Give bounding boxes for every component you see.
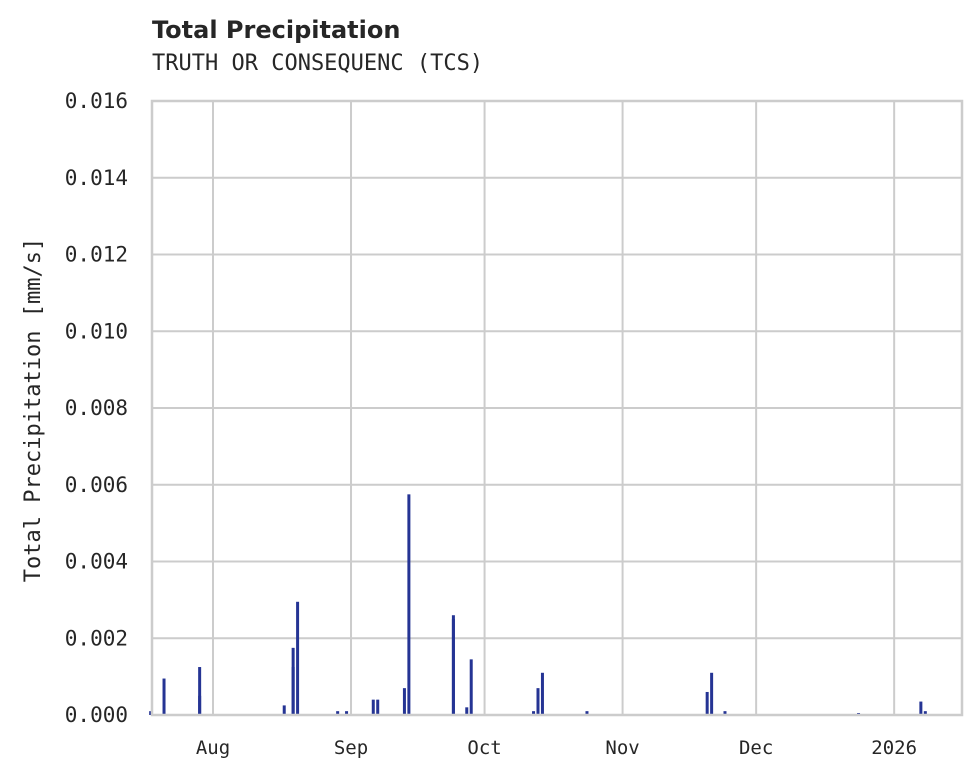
x-tick-label: Nov (605, 737, 639, 759)
precip-bar (723, 711, 727, 715)
precip-bar (402, 688, 406, 715)
y-axis-ticks: 0.000 0.002 0.004 0.006 0.008 0.010 0.012 0.014… (65, 89, 128, 727)
precip-bar (585, 711, 589, 715)
x-tick-label: Oct (467, 737, 501, 759)
precip-bar (162, 678, 166, 715)
precip-bar (291, 667, 295, 715)
y-tick-label: 0.000 (65, 703, 128, 727)
precip-bar (371, 699, 375, 715)
precip-bar (296, 601, 300, 715)
plot-frame (150, 99, 964, 717)
precip-bar (149, 711, 153, 715)
precip-bar (919, 701, 923, 715)
precip-bar (536, 688, 540, 715)
precip-bar (407, 494, 411, 715)
y-tick-label: 0.004 (65, 550, 128, 574)
x-tick-label: Dec (739, 737, 773, 759)
y-tick-label: 0.014 (65, 166, 128, 190)
precip-bar (923, 711, 927, 715)
precip-bar (540, 672, 544, 715)
precip-bar (345, 711, 349, 715)
y-tick-label: 0.002 (65, 626, 128, 650)
precip-bar (705, 691, 709, 715)
x-tick-label: 2026 (871, 737, 917, 759)
precip-bar (282, 705, 286, 715)
precip-bar (532, 711, 536, 715)
precip-bar (336, 711, 340, 715)
y-tick-label: 0.016 (65, 89, 128, 113)
y-tick-label: 0.006 (65, 473, 128, 497)
x-tick-label: Aug (196, 737, 230, 759)
precip-bar (465, 707, 469, 715)
chart-title: Total Precipitation (152, 16, 401, 44)
x-tick-label: Sep (334, 737, 368, 759)
precip-bar (710, 672, 714, 715)
precip-bar (469, 659, 473, 715)
precip-bar (451, 619, 455, 715)
precipitation-bars (149, 494, 927, 715)
x-axis-ticks: Aug Sep Oct Nov Dec 2026 (196, 737, 917, 759)
precip-bar (376, 699, 380, 715)
precip-bar (198, 695, 202, 715)
y-axis-label: Total Precipitation [mm/s] (21, 238, 46, 582)
precip-bar (198, 667, 202, 715)
y-tick-label: 0.010 (65, 319, 128, 343)
chart-subtitle: TRUTH OR CONSEQUENC (TCS) (152, 51, 484, 76)
grid-lines (152, 100, 962, 716)
y-tick-label: 0.008 (65, 396, 128, 420)
y-tick-label: 0.012 (65, 243, 128, 267)
